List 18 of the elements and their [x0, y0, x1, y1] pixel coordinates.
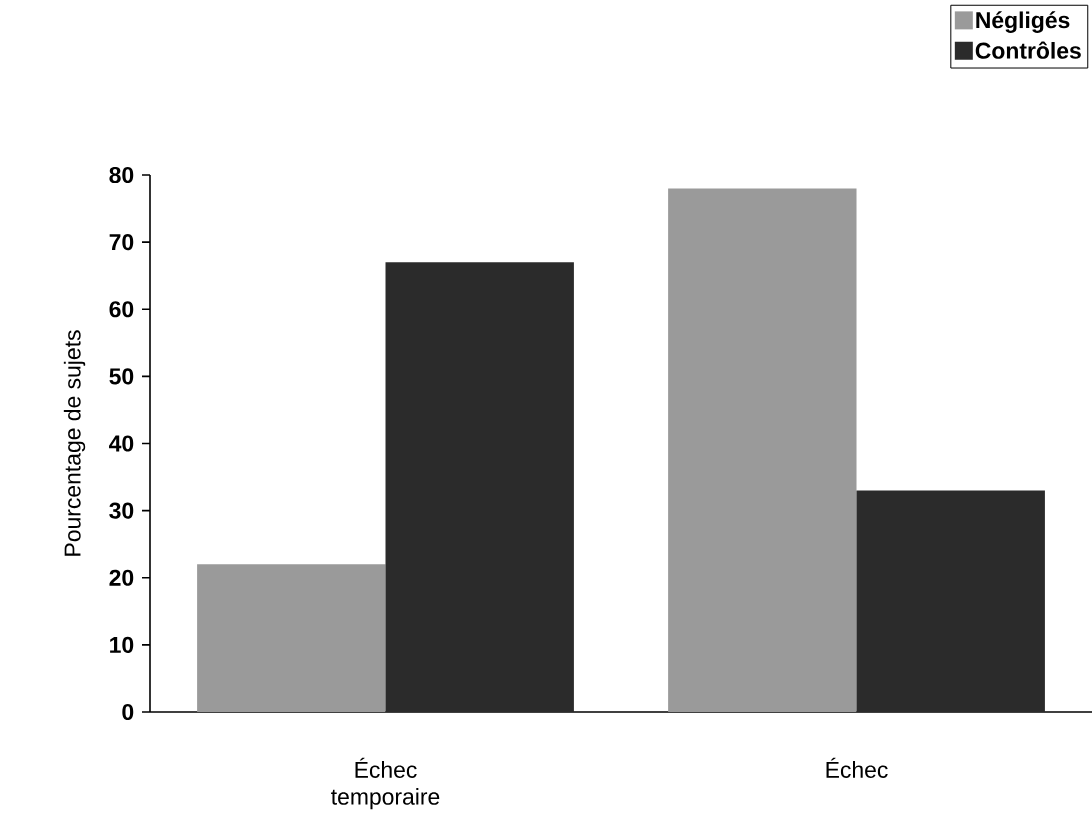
y-tick-label: 80 — [109, 166, 134, 184]
legend-label: Contrôles — [975, 41, 1081, 59]
y-axis-title: Pourcentage de sujets — [63, 330, 86, 556]
x-tick-label: Échec — [826, 757, 888, 778]
y-tick-label: 40 — [109, 435, 134, 452]
y-tick-label: 0 — [122, 703, 134, 721]
legend-label: Négligés — [976, 11, 1070, 33]
y-tick-label: 70 — [109, 234, 134, 251]
x-tick-label: Échec temporaire — [331, 757, 440, 810]
bar — [668, 188, 857, 712]
bar — [856, 490, 1045, 712]
y-tick-label: 30 — [109, 502, 134, 519]
y-tick-label: 50 — [109, 368, 134, 385]
y-tick-label: 60 — [109, 301, 134, 318]
y-tick-label: 20 — [109, 569, 134, 586]
bar — [385, 262, 574, 712]
bar — [197, 564, 386, 712]
y-tick-label: 10 — [110, 636, 134, 653]
